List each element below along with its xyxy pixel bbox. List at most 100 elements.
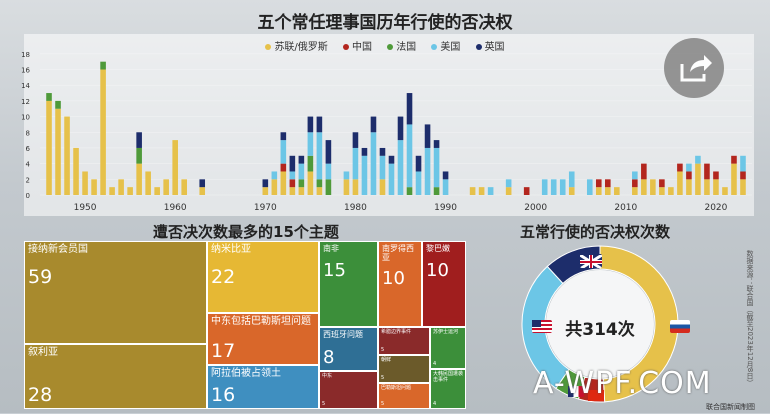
bar-segment	[632, 187, 638, 195]
bar-segment	[262, 179, 269, 188]
bar-segment	[145, 171, 151, 195]
tile-label: 纳米比亚	[211, 244, 251, 255]
bar-segment	[280, 140, 287, 164]
bar-segment	[361, 155, 368, 195]
tile-value: 5	[381, 347, 385, 353]
russia-flag-icon	[670, 320, 690, 333]
x-tick-label: 2020	[704, 203, 727, 213]
tile-value: 5	[381, 401, 385, 407]
x-tick-label: 2010	[614, 203, 637, 213]
bar-segment	[415, 155, 422, 172]
treemap-tile: 黎巴嫩 10	[422, 241, 466, 327]
legend-label: 法国	[396, 42, 417, 53]
treemap-tile: 朝鲜 5	[378, 355, 430, 383]
bar-segment	[163, 179, 169, 195]
treemap-tile: 希腊边界事件 5	[378, 327, 430, 355]
bar-segment	[605, 179, 611, 188]
bar-segment	[316, 187, 323, 195]
bar-segment	[100, 61, 106, 70]
bar-segment	[397, 116, 404, 141]
legend-swatch	[431, 44, 438, 50]
bar-segment	[307, 116, 314, 133]
bar-segment	[677, 163, 683, 172]
bar-segment	[614, 187, 620, 195]
treemap-tile: 巴勒斯坦问题 5	[378, 383, 430, 409]
bar-segment	[352, 179, 359, 195]
bar-segment	[370, 132, 377, 195]
bar-segment	[415, 171, 422, 195]
donut-chart-area: 共314次	[520, 238, 740, 410]
donut-center-label: 共314次	[565, 320, 635, 340]
bar-segment	[271, 179, 278, 195]
legend-item: 苏联/俄罗斯	[265, 42, 328, 53]
bar-segment	[325, 179, 332, 195]
bar-segment	[136, 132, 142, 148]
bar-segment	[118, 179, 124, 195]
tile-label: 黎巴嫩	[426, 244, 450, 253]
bar-segment	[704, 179, 710, 195]
y-tick-label: 12	[21, 98, 30, 106]
us-flag-canton	[532, 320, 541, 327]
bar-segment	[424, 124, 431, 148]
bar-segment	[469, 187, 476, 195]
bar-segment	[316, 132, 323, 180]
bar-segment	[100, 69, 106, 195]
tile-value: 22	[211, 266, 236, 288]
watermark: A-WPF.COM	[533, 366, 712, 401]
bar-segment	[586, 179, 593, 195]
bar-segment	[298, 179, 305, 188]
tile-label: 中东包括巴勒斯坦问题	[211, 316, 311, 327]
bar-segment	[289, 155, 296, 172]
bar-segment	[641, 179, 647, 195]
bar-segment	[379, 179, 386, 195]
bar-segment	[379, 155, 386, 180]
bar-segment	[352, 132, 359, 148]
x-tick-label: 1990	[434, 203, 457, 213]
legend-item: 美国	[431, 42, 460, 53]
bar-segment	[433, 147, 440, 188]
bar-segment	[686, 179, 692, 195]
legend-item: 中国	[343, 42, 372, 53]
bar-segment	[55, 108, 61, 195]
treemap-tile: 纳米比亚 22	[207, 241, 319, 313]
china-flag-icon	[588, 390, 604, 401]
france-flag-icon	[568, 386, 584, 397]
bar-segment	[668, 187, 674, 195]
legend-label: 中国	[352, 42, 372, 53]
bar-chart: 0 2 4 6 8 10 12 14 16 18 1950 1960 1970 1980 1990 2000 2…	[21, 51, 752, 213]
bar-segment	[46, 93, 52, 101]
bar-segment	[280, 171, 287, 195]
legend-swatch	[387, 44, 394, 50]
bar-segment	[127, 187, 133, 195]
bar-segment	[280, 132, 287, 141]
bar-segment	[433, 140, 440, 148]
y-tick-label: 14	[21, 82, 30, 90]
legend-swatch	[343, 44, 349, 50]
bar-segment	[82, 171, 88, 195]
bar-segment	[343, 171, 350, 180]
tile-value: 4	[433, 361, 437, 367]
bar-segment	[271, 171, 278, 180]
bar-segment	[307, 132, 314, 156]
bar-segment	[172, 140, 178, 195]
treemap-tile: 阿拉伯被占领土 16	[207, 365, 319, 409]
x-tick-label: 1970	[254, 203, 277, 213]
bar-segment	[740, 155, 746, 172]
bar-segment	[713, 179, 719, 195]
y-tick-label: 2	[26, 176, 30, 184]
treemap-tile: 西班牙问题 8	[319, 327, 378, 371]
legend: 苏联/俄罗斯 中国 法国 美国 英国	[0, 38, 770, 53]
treemap-tile: 大韩民国遭袭击事件 4	[430, 369, 466, 409]
bar-segment	[316, 179, 323, 188]
bar-segment	[289, 187, 296, 195]
tile-label: 希腊边界事件	[381, 329, 412, 335]
bar-segment	[325, 163, 332, 180]
bar-segment	[731, 163, 737, 195]
bar-segment	[559, 179, 566, 195]
share-button[interactable]	[664, 38, 724, 98]
x-tick-label: 2000	[524, 203, 547, 213]
treemap: 接纳新会员国 59 叙利亚 28 纳米比亚 22 中东包括巴勒斯坦问题 17 阿…	[24, 241, 466, 409]
bar-segment	[406, 93, 413, 125]
bar-segment	[154, 187, 160, 195]
donut-chart	[521, 245, 679, 403]
